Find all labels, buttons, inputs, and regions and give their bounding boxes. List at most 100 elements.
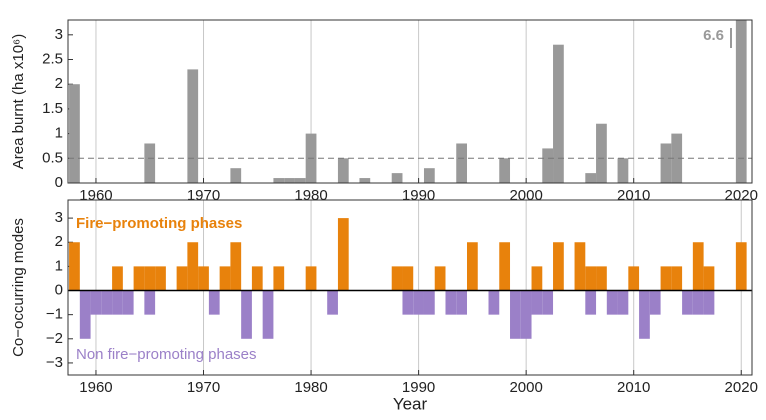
bar xyxy=(553,44,564,183)
bar xyxy=(542,290,554,315)
bar xyxy=(671,266,683,291)
bar xyxy=(596,266,607,291)
bar xyxy=(606,290,618,315)
x-tick-label: 1970 xyxy=(187,379,220,396)
bar xyxy=(208,290,220,315)
x-tick-label: 1960 xyxy=(79,379,112,396)
bar xyxy=(230,242,242,291)
bar xyxy=(596,123,607,183)
bar xyxy=(79,290,91,339)
bar xyxy=(273,178,285,183)
bar xyxy=(305,266,317,291)
bars xyxy=(69,218,747,339)
bar xyxy=(337,158,349,183)
bar xyxy=(155,266,166,291)
bar xyxy=(402,266,414,291)
bar xyxy=(133,266,145,291)
bar xyxy=(735,20,747,183)
bar xyxy=(520,290,532,339)
bar xyxy=(617,290,629,315)
x-tick-label: 2010 xyxy=(617,379,650,396)
bar xyxy=(90,290,102,315)
y-axis-label: Area burnt (ha x10⁶) xyxy=(10,34,27,169)
bar xyxy=(703,290,715,315)
x-tick-label: 1980 xyxy=(294,379,327,396)
y-tick-label: 0 xyxy=(55,281,63,298)
bar xyxy=(617,158,629,183)
bar xyxy=(649,290,661,315)
y-tick-label: 3 xyxy=(55,209,63,226)
bar xyxy=(671,133,683,183)
y-tick-label: 2.5 xyxy=(42,50,63,67)
annotation: 6.6 xyxy=(703,27,724,44)
bar xyxy=(456,143,467,183)
bar xyxy=(660,143,672,183)
y-tick-label: 0 xyxy=(55,174,63,191)
bar xyxy=(467,242,478,291)
x-tick-label: 2020 xyxy=(725,379,758,396)
y-tick-label: 1 xyxy=(55,257,63,274)
bar xyxy=(531,290,543,315)
legend-label: Fire−promoting phases xyxy=(76,215,242,232)
bar xyxy=(198,266,209,291)
y-tick-label: 2 xyxy=(55,75,63,92)
bar xyxy=(273,266,285,291)
bar xyxy=(585,266,597,291)
bar xyxy=(69,84,80,183)
bar xyxy=(585,290,597,315)
y-tick-label: 1.5 xyxy=(42,100,63,117)
bar xyxy=(391,266,403,291)
y-axis-label: Co−occurring modes xyxy=(10,218,27,357)
y-tick-label: 3 xyxy=(55,26,63,43)
bar xyxy=(510,290,521,339)
bar xyxy=(251,266,263,291)
bar xyxy=(585,173,597,183)
bar xyxy=(241,290,252,339)
y-tick-label: 0.5 xyxy=(42,149,63,166)
plot-frame xyxy=(67,19,753,184)
bar xyxy=(230,168,242,183)
bar xyxy=(262,290,274,339)
bars xyxy=(69,20,747,183)
x-tick-label: 2000 xyxy=(509,379,542,396)
bar xyxy=(219,266,231,291)
bar xyxy=(391,173,403,183)
bar xyxy=(413,290,424,315)
bar xyxy=(488,290,500,315)
legend-label: Non fire−promoting phases xyxy=(76,346,257,363)
bar xyxy=(402,290,414,315)
bar xyxy=(144,143,156,183)
bar xyxy=(284,178,295,183)
x-tick-label: 1990 xyxy=(402,379,435,396)
bar xyxy=(122,290,134,315)
y-tick-label: 2 xyxy=(55,233,63,250)
x-axis-label: Year xyxy=(393,394,428,413)
bar xyxy=(187,69,199,183)
bar xyxy=(434,266,446,291)
y-tick-label: −3 xyxy=(46,354,63,371)
y-tick-label: 1 xyxy=(55,125,63,142)
bar xyxy=(628,266,640,291)
plot-frame xyxy=(67,199,753,376)
bar xyxy=(574,242,586,291)
bar xyxy=(337,218,349,291)
bar xyxy=(499,242,511,291)
bar xyxy=(692,242,704,291)
bar xyxy=(176,266,188,291)
bar xyxy=(735,242,747,291)
bar xyxy=(359,178,371,183)
bar xyxy=(187,242,199,291)
bar xyxy=(639,290,650,339)
bar xyxy=(703,266,715,291)
bar xyxy=(144,266,156,291)
bar xyxy=(531,266,543,291)
y-tick-label: −1 xyxy=(46,306,63,323)
bar xyxy=(692,290,704,315)
bar xyxy=(101,290,113,315)
bar xyxy=(69,242,80,291)
bar xyxy=(112,290,123,315)
bar xyxy=(327,290,338,315)
y-tick-label: −2 xyxy=(46,330,63,347)
bar xyxy=(660,266,672,291)
